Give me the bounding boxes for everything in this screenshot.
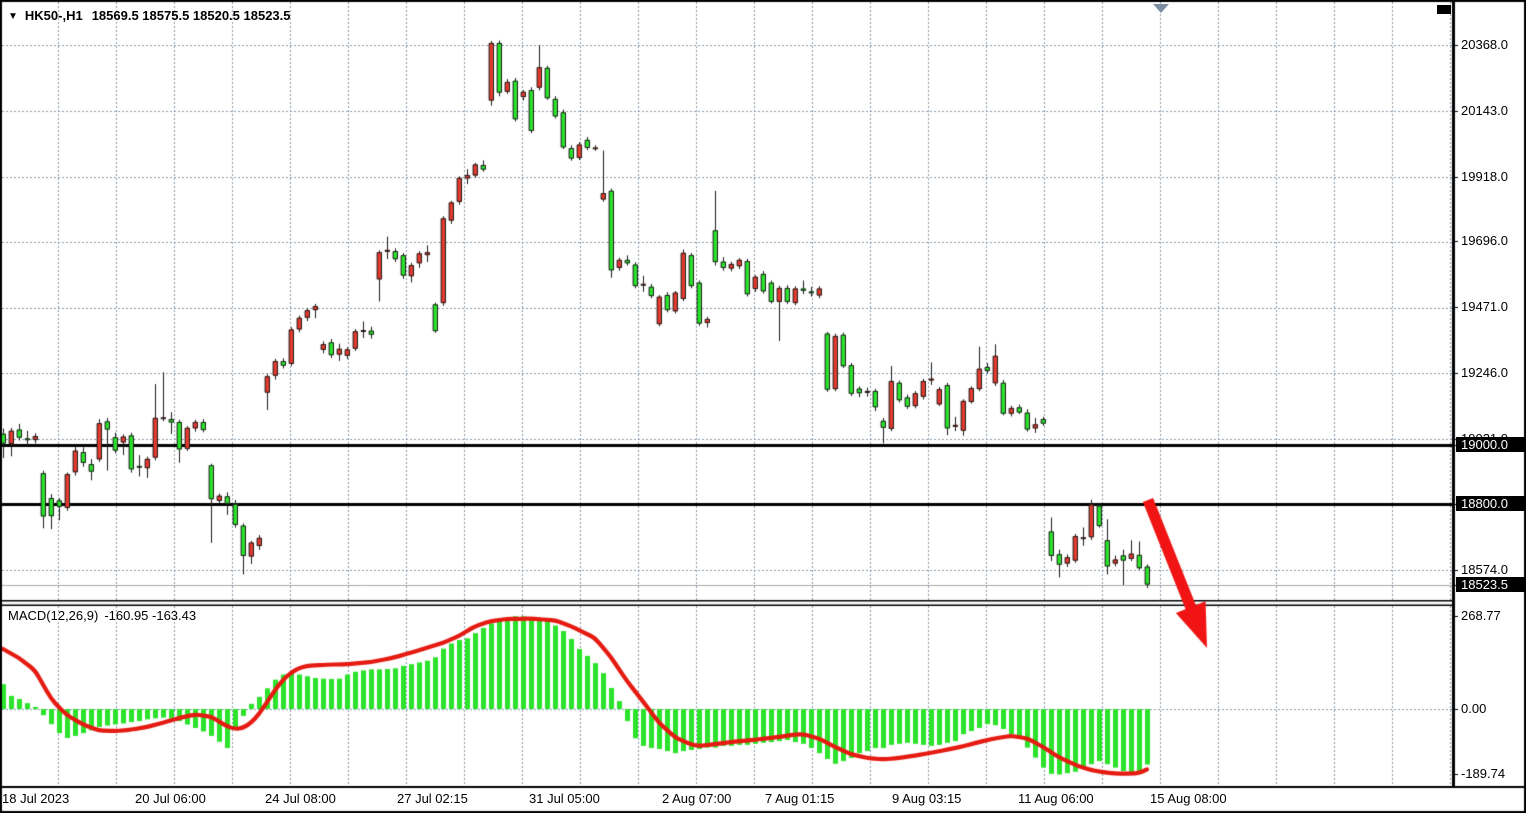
chart-window: ▼ HK50-,H1 18569.5 18575.5 18520.5 18523.5… <box>0 0 1526 813</box>
chart-canvas[interactable] <box>0 0 1526 813</box>
